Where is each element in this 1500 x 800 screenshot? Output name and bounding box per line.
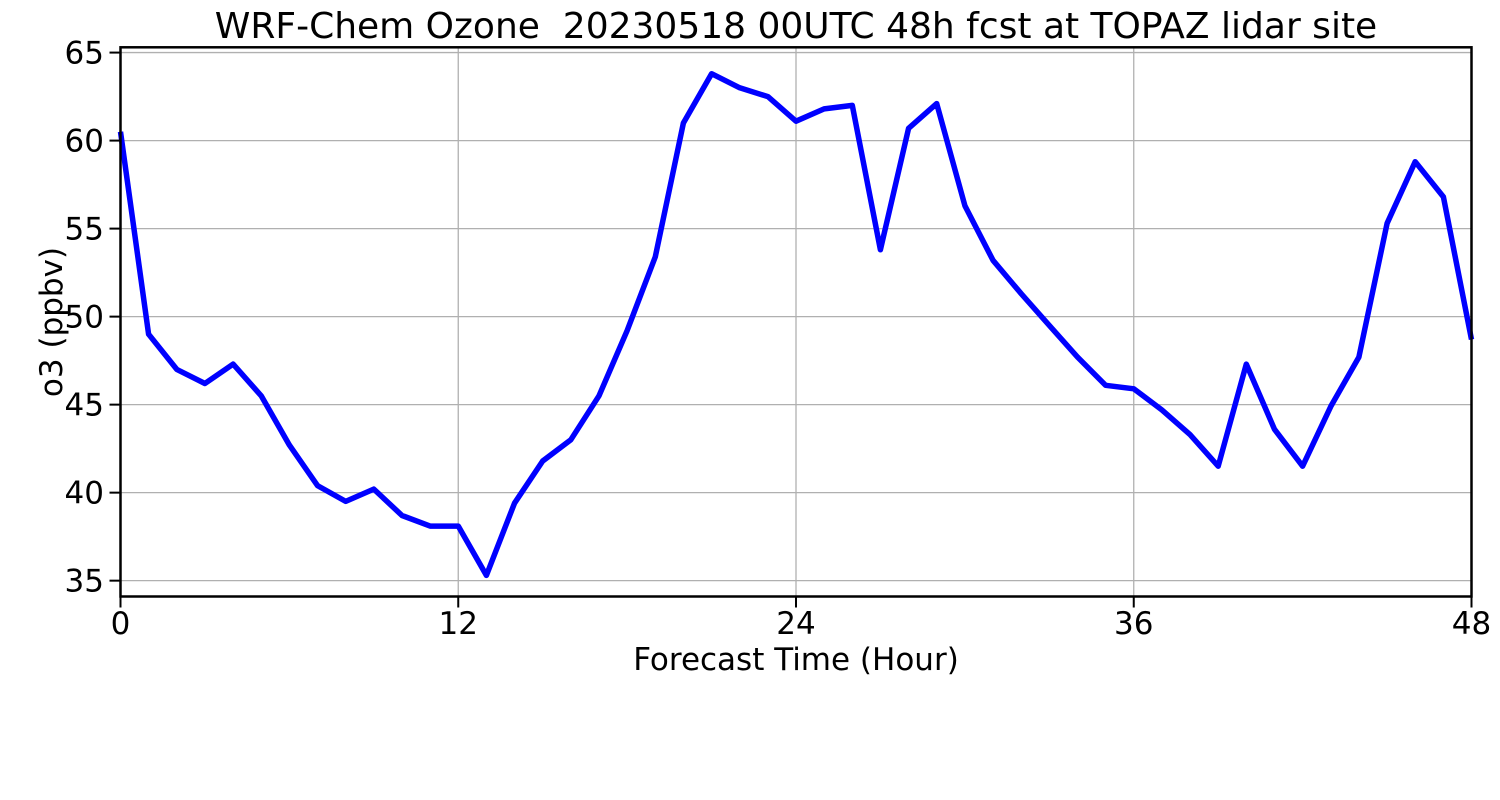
x-tick-label-24: 24 [776,606,815,642]
x-tick-label-12: 12 [439,606,478,642]
chart-title: WRF-Chem Ozone 20230518 00UTC 48h fcst a… [215,6,1377,47]
y-tick-label-60: 60 [65,124,104,160]
grid [120,47,1472,597]
x-tick-label-48: 48 [1452,606,1491,642]
y-axis-tick-labels: 35 40 45 50 55 60 65 [65,36,104,600]
data-series [117,70,1475,579]
y-tick-label-65: 65 [65,36,104,72]
y-tick-label-35: 35 [65,564,104,600]
x-tick-label-0: 0 [111,606,131,642]
x-tick-label-36: 36 [1114,606,1153,642]
y-tick-label-40: 40 [65,476,104,512]
y-axis-ticks [109,51,121,582]
y-axis-label: o3 (ppbv) [34,247,70,397]
data-line-o3-forecast [117,70,1475,579]
x-axis-ticks [119,596,1473,608]
y-tick-label-45: 45 [65,388,104,424]
x-axis-tick-labels: 0 12 24 36 48 [111,606,1492,642]
y-tick-label-50: 50 [65,300,104,336]
x-axis-label: Forecast Time (Hour) [633,642,959,678]
y-tick-label-55: 55 [65,212,104,248]
